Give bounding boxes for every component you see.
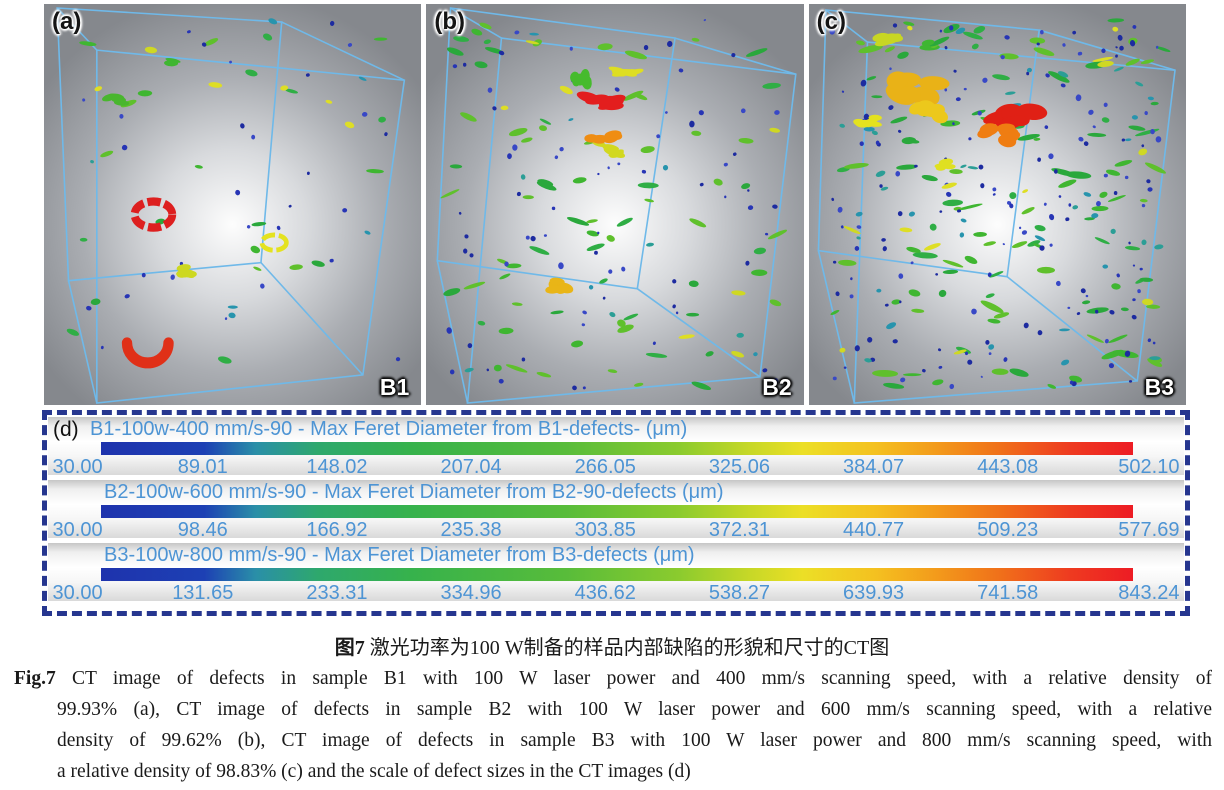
tick-value: 843.24 [1118,582,1180,604]
caption-zh-text: 激光功率为100 W制备的样品内部缺陷的形貌和尺寸的CT图 [364,637,890,659]
caption-en-line-1-text: CT image of defects in sample B1 with 10… [72,668,1213,689]
panel-letter-label-d: (d) [53,418,79,441]
scale-panel-d: (d) B1-100w-400 mm/s-90 - Max Feret Diam… [42,410,1190,616]
sample-label-b2: B2 [762,374,792,400]
scalebar-title-b1: B1-100w-400 mm/s-90 - Max Feret Diameter… [90,418,688,440]
sample-label-b3: B3 [1144,374,1174,400]
tick-value: 325.06 [708,456,770,478]
scalebar-row-b2: B2-100w-600 mm/s-90 - Max Feret Diameter… [48,480,1184,541]
tick-value: 443.08 [977,456,1039,478]
colorbar-gradient-b3 [101,568,1133,581]
ct-panel-b: (b) B2 [426,4,804,405]
ct-render-b2 [426,4,803,405]
caption-english: Fig.7 CT image of defects in sample B1 w… [14,663,1212,787]
tick-value: 538.27 [708,582,770,604]
colorbar-ticks-b1: 30.00 89.01 148.02 207.04 266.05 325.06 384.07… [53,456,1180,479]
tick-value: 741.58 [977,582,1039,604]
caption-zh-figure-label: 图7 [334,637,365,659]
panel-letter-label-a: (a) [52,8,82,35]
caption-en-line-1: Fig.7 CT image of defects in sample B1 w… [14,663,1212,694]
ct-render-b1 [44,4,421,405]
sample-label-b1: B1 [379,374,410,400]
colorbar-ticks-b2: 30.00 98.46 166.92 235.38 303.85 372.31 440.77… [53,519,1180,542]
ct-panels-row: (a) B1 (b) B2 (c) B3 [44,4,1186,405]
scalebar-title-b2: B2-100w-600 mm/s-90 - Max Feret Diameter… [104,481,724,503]
tick-value: 577.69 [1118,519,1180,541]
tick-value: 233.31 [306,582,368,604]
tick-value: 334.96 [440,582,502,604]
tick-value: 166.92 [306,519,368,541]
caption-en-figure-label: Fig.7 [14,668,56,689]
tick-value: 440.77 [842,519,905,541]
tick-value: 639.93 [842,582,905,604]
tick-value: 384.07 [842,456,905,478]
tick-value: 502.10 [1118,456,1180,478]
tick-value: 303.85 [574,519,636,541]
tick-value: 89.01 [177,456,228,478]
caption-en-line-3: density of 99.62% (b), CT image of defec… [57,730,1212,751]
tick-value: 266.05 [574,456,636,478]
tick-value: 30.00 [52,582,103,604]
tick-value: 235.38 [440,519,502,541]
tick-value: 98.46 [177,519,228,541]
tick-value: 372.31 [708,519,770,541]
tick-value: 148.02 [306,456,368,478]
caption-en-line-4: a relative density of 98.83% (c) and the… [57,761,691,782]
scalebar-row-b1: B1-100w-400 mm/s-90 - Max Feret Diameter… [48,417,1184,478]
scalebar-row-b3: B3-100w-800 mm/s-90 - Max Feret Diameter… [48,543,1184,604]
tick-value: 436.62 [574,582,636,604]
scalebar-title-b3: B3-100w-800 mm/s-90 - Max Feret Diameter… [104,544,695,566]
panel-letter-label-c: (c) [816,8,846,35]
ct-render-b3 [809,4,1186,405]
caption-chinese: 图7 激光功率为100 W制备的样品内部缺陷的形貌和尺寸的CT图 [0,631,1224,660]
caption-en-line-2: 99.93% (a), CT image of defects in sampl… [57,699,1212,720]
tick-value: 30.00 [52,519,103,541]
panel-letter-label-b: (b) [434,8,465,35]
tick-value: 30.00 [52,456,103,478]
ct-panel-a: (a) B1 [44,4,422,405]
colorbar-gradient-b1 [101,442,1133,455]
colorbar-ticks-b3: 30.00 131.65 233.31 334.96 436.62 538.27 639.9… [53,582,1180,605]
tick-value: 131.65 [172,582,234,604]
colorbar-gradient-b2 [101,505,1133,518]
tick-value: 207.04 [440,456,502,478]
tick-value: 509.23 [977,519,1039,541]
ct-panel-c: (c) B3 [808,4,1186,405]
